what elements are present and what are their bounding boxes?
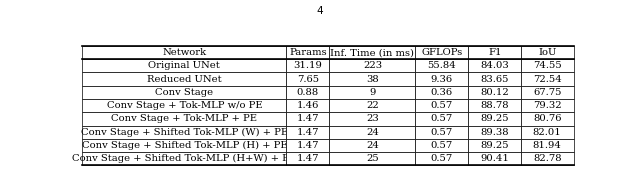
Text: 4: 4	[317, 6, 323, 16]
